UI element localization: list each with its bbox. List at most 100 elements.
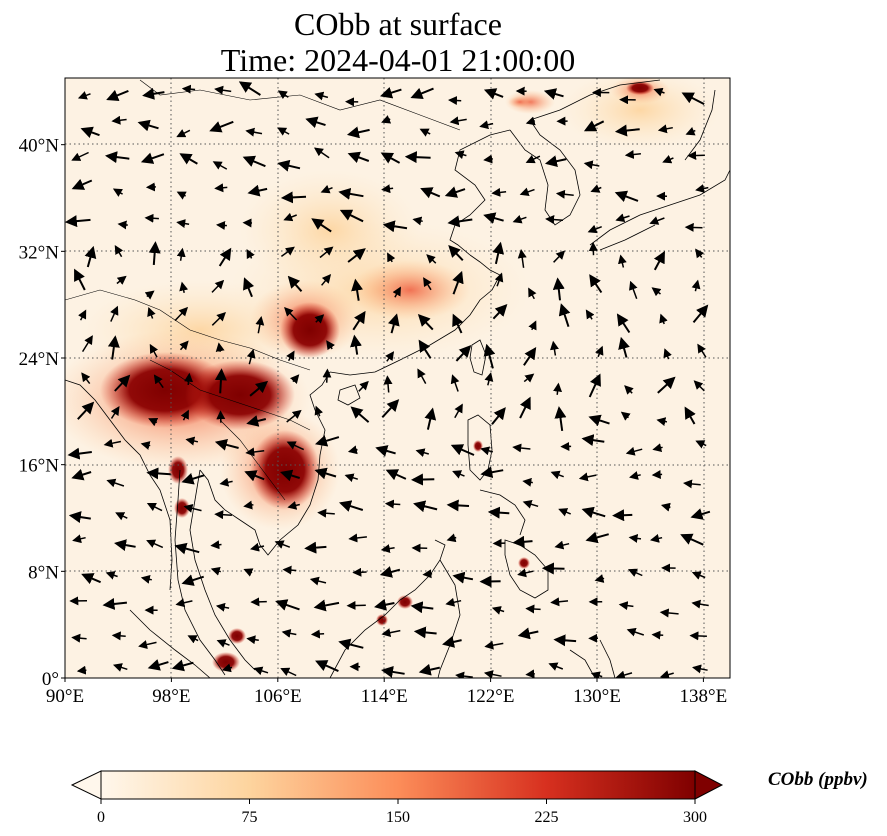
- wind-arrow: [420, 187, 441, 199]
- wind-arrow: [492, 304, 508, 320]
- wind-arrow: [454, 150, 467, 160]
- wind-arrow: [523, 373, 535, 383]
- wind-arrow: [153, 374, 164, 389]
- wind-arrow: [76, 665, 87, 675]
- lat-tick-label: 40°N: [19, 136, 60, 157]
- wind-arrow: [253, 666, 269, 676]
- wind-arrow: [105, 571, 118, 580]
- wind-arrow: [525, 604, 541, 614]
- wind-arrow: [209, 120, 234, 133]
- wind-arrow: [650, 533, 663, 543]
- wind-arrow: [115, 512, 128, 521]
- wind-arrow: [111, 631, 126, 641]
- wind-arrow: [525, 116, 536, 126]
- wind-arrow: [653, 87, 665, 97]
- wind-arrow: [180, 409, 189, 421]
- wind-arrow: [176, 129, 191, 138]
- wind-arrow: [479, 120, 494, 130]
- wind-arrow: [321, 273, 332, 286]
- wind-arrow: [423, 277, 432, 291]
- wind-arrow: [618, 601, 634, 611]
- wind-arrow: [282, 565, 297, 575]
- wind-arrow: [103, 438, 122, 448]
- wind-arrow: [578, 472, 597, 482]
- chart-subtitle-time: Time: 2024-04-01 21:00:00: [220, 42, 576, 78]
- wind-arrow: [618, 254, 627, 268]
- wind-arrow: [691, 599, 709, 609]
- wind-arrow: [347, 248, 366, 263]
- wind-arrow: [215, 602, 230, 612]
- wind-arrow: [690, 508, 711, 520]
- wind-arrow: [138, 640, 157, 649]
- wind-arrow: [181, 473, 205, 485]
- wind-arrow: [350, 334, 362, 355]
- wind-arrow: [614, 190, 639, 203]
- wind-arrow: [144, 213, 159, 223]
- wind-arrow: [114, 374, 131, 392]
- wind-arrow: [238, 81, 261, 96]
- wind-arrow: [494, 272, 504, 287]
- wind-arrow: [144, 290, 155, 300]
- wind-arrow: [651, 470, 663, 479]
- wind-arrow: [418, 663, 441, 676]
- wind-arrow: [691, 279, 701, 292]
- wind-arrow: [685, 127, 696, 136]
- wind-arrow: [512, 443, 531, 453]
- wind-arrow: [71, 151, 89, 161]
- wind-arrow: [480, 466, 504, 479]
- wind-arrow: [187, 635, 199, 644]
- wind-arrow: [629, 471, 641, 480]
- wind-arrow: [277, 159, 301, 172]
- wind-arrow: [411, 473, 435, 486]
- wind-arrow: [452, 470, 465, 479]
- wind-arrow: [588, 414, 610, 427]
- wind-arrow: [657, 124, 673, 134]
- wind-arrow: [283, 212, 297, 222]
- wind-arrow: [445, 597, 462, 607]
- wind-arrow: [691, 571, 706, 580]
- wind-arrow: [249, 380, 269, 397]
- wind-arrow: [483, 212, 504, 224]
- wind-arrow: [326, 340, 335, 351]
- wind-arrow: [543, 88, 564, 100]
- wind-arrow: [480, 446, 493, 456]
- map-frame: [64, 77, 731, 679]
- wind-arrow: [287, 275, 303, 292]
- wind-arrow: [659, 313, 668, 325]
- wind-arrow: [352, 567, 367, 577]
- wind-arrow: [78, 309, 87, 321]
- lon-tick-label: 130°E: [573, 686, 621, 707]
- wind-arrow: [512, 214, 527, 224]
- wind-arrow: [286, 350, 295, 362]
- wind-arrow: [219, 477, 233, 487]
- wind-arrow: [663, 348, 672, 360]
- wind-arrow: [313, 599, 340, 612]
- wind-arrow: [585, 309, 595, 320]
- wind-arrow: [625, 446, 643, 456]
- wind-arrow: [659, 608, 679, 618]
- wind-arrow: [358, 380, 369, 392]
- wind-arrow: [652, 443, 663, 453]
- wind-arrow: [112, 188, 123, 197]
- wind-arrow: [525, 154, 541, 164]
- wind-arrow: [550, 340, 559, 356]
- wind-arrow: [581, 434, 605, 447]
- wind-arrow: [381, 115, 392, 124]
- wind-arrow: [304, 541, 327, 554]
- wind-arrow: [618, 336, 630, 358]
- wind-arrow: [424, 407, 437, 430]
- wind-arrow: [656, 417, 668, 426]
- wind-arrow: [245, 127, 263, 137]
- wind-arrow: [444, 186, 466, 198]
- wind-arrow: [171, 659, 194, 672]
- wind-arrow: [310, 629, 325, 639]
- wind-arrow: [384, 499, 401, 509]
- wind-arrow: [695, 248, 705, 259]
- wind-arrow: [553, 634, 577, 647]
- wind-arrow: [214, 510, 232, 520]
- wind-arrow: [218, 247, 232, 267]
- wind-arrow: [585, 531, 609, 544]
- wind-arrow: [381, 399, 400, 418]
- wind-arrow: [662, 154, 674, 164]
- wind-arrow: [214, 183, 228, 193]
